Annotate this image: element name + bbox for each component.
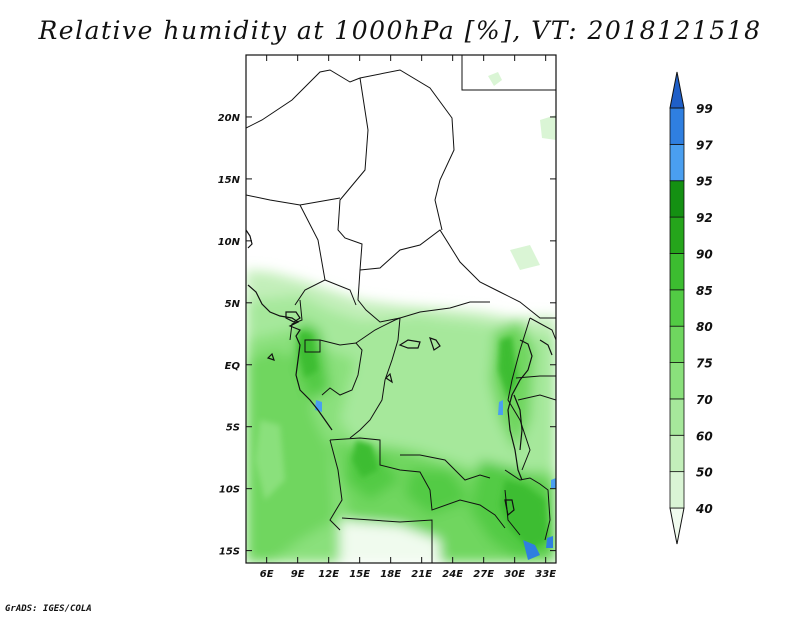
lon-tick-label: 6E — [260, 569, 274, 580]
lat-tick-label: 15N — [218, 175, 241, 186]
colorbar-segment — [669, 180, 685, 218]
lat-tick-label: 15S — [219, 547, 240, 558]
lat-tick-label: 5S — [226, 423, 240, 434]
lon-tick-label: 33E — [535, 569, 556, 580]
colorbar-level-label: 50 — [696, 466, 713, 480]
colorbar-segment — [669, 434, 685, 473]
colorbar-level-label: 80 — [696, 320, 713, 334]
colorbar — [669, 71, 685, 545]
lon-tick-label: 24E — [442, 569, 463, 580]
colorbar-level-label: 90 — [696, 247, 713, 261]
colorbar-level-label: 97 — [696, 138, 713, 152]
colorbar-level-label: 99 — [696, 102, 713, 116]
grads-credit: GrADS: IGES/COLA — [5, 604, 92, 614]
colorbar-level-label: 60 — [696, 429, 713, 443]
colorbar-level-label: 85 — [696, 284, 713, 298]
country-borders — [246, 55, 556, 563]
colorbar-segment — [669, 289, 685, 327]
lat-tick-label: 10S — [219, 485, 240, 496]
colorbar-segment — [669, 398, 685, 436]
colorbar-segment — [669, 107, 685, 145]
map-frame — [245, 54, 557, 564]
colorbar-level-label: 75 — [696, 357, 713, 371]
colorbar-segment — [669, 216, 685, 254]
colorbar-level-label: 95 — [696, 175, 713, 189]
axis-tick-labels: 6E 9E 12E 15E 18E 21E 24E 27E 30E 33E 20N 15N 10N 5N E… — [218, 113, 557, 580]
axis-ticks — [246, 55, 556, 563]
lat-tick-label: 5N — [225, 299, 241, 310]
lon-tick-label: 9E — [291, 569, 305, 580]
lat-tick-label: 10N — [218, 237, 241, 248]
lat-tick-label: EQ — [225, 361, 241, 372]
colorbar-segment — [669, 325, 685, 363]
lat-tick-label: 20N — [218, 113, 241, 124]
colorbar-level-label: 40 — [695, 502, 713, 516]
map-title: Relative humidity at 1000hPa [%], VT: 20… — [38, 16, 762, 45]
colorbar-segment — [669, 253, 685, 291]
colorbar-labels: 40 50 60 70 75 80 85 90 92 95 97 99 — [695, 102, 713, 516]
colorbar-level-label: 92 — [696, 211, 713, 225]
colorbar-segment — [669, 143, 685, 182]
lon-tick-label: 12E — [318, 569, 339, 580]
colorbar-top-arrow — [669, 71, 685, 109]
lon-tick-label: 18E — [380, 569, 401, 580]
lon-tick-label: 30E — [504, 569, 525, 580]
coastline — [246, 229, 553, 517]
colorbar-level-label: 70 — [696, 393, 713, 407]
humidity-field — [246, 55, 556, 563]
colorbar-segment — [669, 471, 685, 509]
colorbar-segment — [669, 362, 685, 400]
colorbar-bottom-arrow — [669, 507, 685, 545]
lon-tick-label: 27E — [473, 569, 494, 580]
lon-tick-label: 15E — [349, 569, 370, 580]
lon-tick-label: 21E — [411, 569, 432, 580]
